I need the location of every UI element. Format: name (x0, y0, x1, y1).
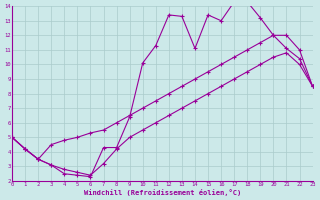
X-axis label: Windchill (Refroidissement éolien,°C): Windchill (Refroidissement éolien,°C) (84, 189, 241, 196)
